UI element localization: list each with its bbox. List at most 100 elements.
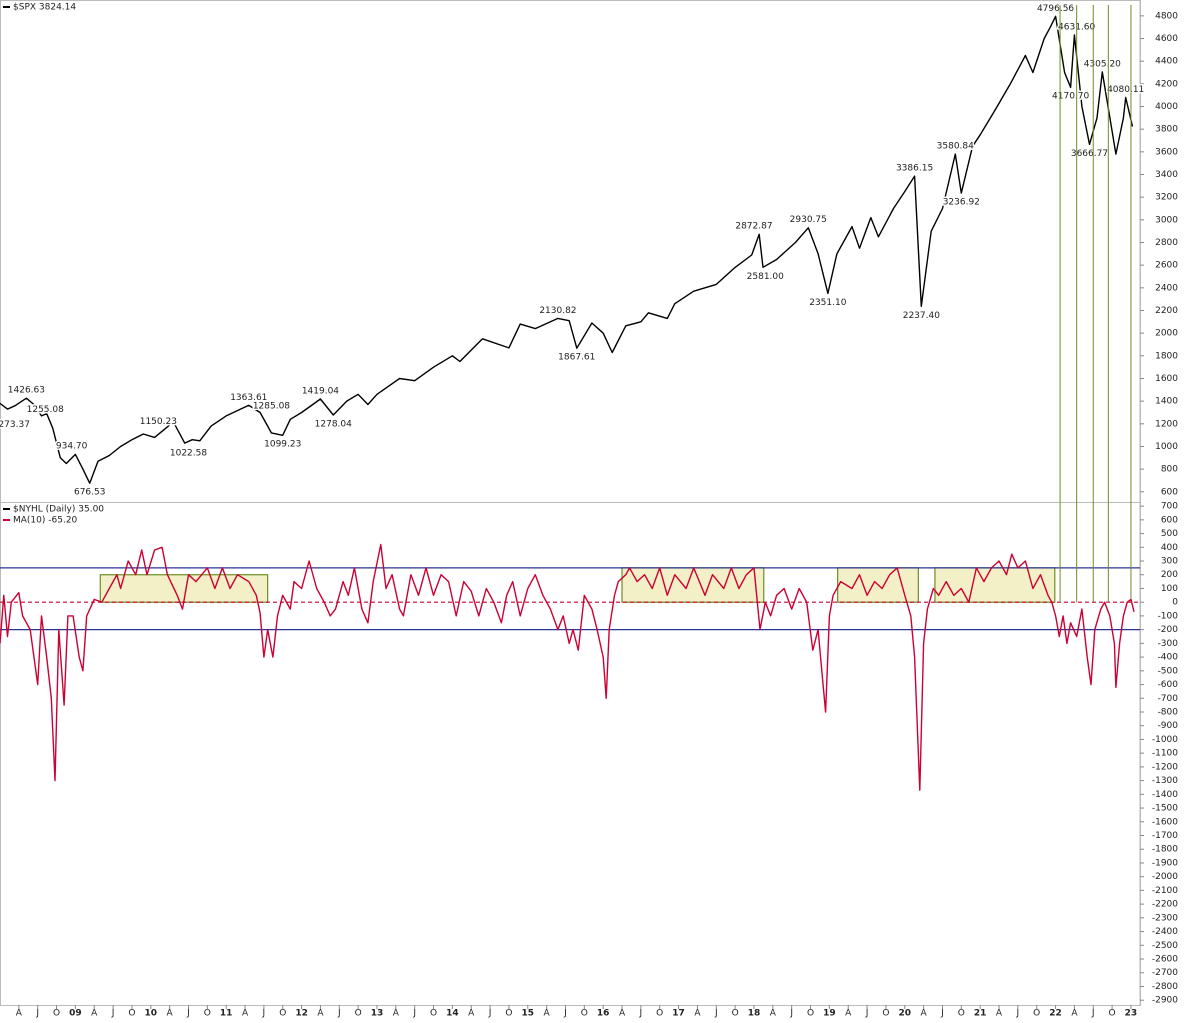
x-tick-label: A [921,1009,928,1019]
x-tick-label: A [996,1009,1003,1019]
y-tick-label: 1000 [1155,442,1178,452]
y-tick-label: 4000 [1155,102,1178,112]
y-tick-label: -1800 [1152,845,1178,855]
y-tick-label: 2400 [1155,283,1178,293]
price-label: 4080.11 [1107,85,1144,95]
price-label: 4796.56 [1037,4,1074,14]
y-tick-label: -2800 [1152,982,1178,992]
x-tick-label: A [619,1009,626,1019]
y-tick-label: 1600 [1155,374,1178,384]
price-label: 3580.84 [937,142,974,152]
price-label: 4305.20 [1084,59,1121,69]
x-tick-label: O [505,1009,512,1019]
x-tick-label: J [1091,1009,1095,1019]
x-tick-label: A [242,1009,249,1019]
price-label: 1285.08 [253,402,290,412]
x-tick-label: 18 [748,1009,761,1019]
y-tick-label: 4400 [1155,57,1178,67]
y-tick-label: 1200 [1155,419,1178,429]
highlight-box [934,567,1056,603]
price-label: 676.53 [74,488,106,498]
x-tick-label: J [35,1009,39,1019]
y-tick-label: 300 [1161,557,1178,567]
x-tick-label: O [430,1009,437,1019]
x-tick-label: A [167,1009,174,1019]
y-tick-label: -800 [1158,707,1179,717]
y-tick-label: -1300 [1152,776,1178,786]
y-tick-label: 600 [1161,487,1178,497]
y-tick-label: 100 [1161,584,1178,594]
y-tick-label: -300 [1158,639,1179,649]
price-label: 3236.92 [943,197,980,207]
price-label: 2130.82 [539,306,576,316]
x-tick-label: A [16,1009,23,1019]
y-tick-label: -2000 [1152,872,1178,882]
x-tick-label: J [262,1009,266,1019]
x-tick-label: A [317,1009,324,1019]
y-tick-label: 2600 [1155,261,1178,271]
price-label: 1255.08 [27,405,64,415]
y-tick-label: -200 [1158,625,1179,635]
x-tick-label: O [656,1009,663,1019]
x-tick-label: 17 [672,1009,685,1019]
x-tick-label: O [958,1009,965,1019]
y-tick-label: -500 [1158,666,1179,676]
x-tick-label: O [204,1009,211,1019]
y-tick-label: -2200 [1152,900,1178,910]
price-label: 1419.04 [302,386,339,396]
x-tick-label: J [412,1009,416,1019]
y-tick-label: -1900 [1152,858,1178,868]
price-label: 1278.04 [315,419,352,429]
x-tick-label: 12 [295,1009,308,1019]
highlight-box [621,567,765,603]
x-tick-label: O [53,1009,60,1019]
x-tick-label: J [714,1009,718,1019]
x-tick-label: O [1033,1009,1040,1019]
x-tick-label: A [845,1009,852,1019]
y-tick-label: 200 [1161,570,1178,580]
price-label: 1150.23 [140,417,177,427]
y-tick-label: 4600 [1155,34,1178,44]
y-tick-label: -2300 [1152,913,1178,923]
x-tick-label: 10 [145,1009,158,1019]
y-tick-label: -1200 [1152,762,1178,772]
y-tick-label: -2400 [1152,927,1178,937]
x-tick-label: O [355,1009,362,1019]
x-tick-label: O [279,1009,286,1019]
y-tick-label: 1400 [1155,397,1178,407]
legend-label: $SPX 3824.14 [13,3,76,13]
x-tick-label: 23 [1125,1009,1138,1019]
x-tick-label: A [544,1009,551,1019]
x-tick-label: 11 [220,1009,233,1019]
series-line [0,15,1134,484]
y-tick-label: -600 [1158,680,1179,690]
y-tick-label: 400 [1161,543,1178,553]
price-label: 2237.40 [903,311,940,321]
y-tick-label: -2500 [1152,941,1178,951]
y-tick-label: -1000 [1152,735,1178,745]
x-tick-label: 14 [446,1009,459,1019]
y-tick-label: 2800 [1155,238,1178,248]
x-tick-label: 19 [823,1009,836,1019]
price-label: 2351.10 [809,298,846,308]
y-tick-label: -1100 [1152,749,1178,759]
x-tick-label: 21 [974,1009,987,1019]
price-label: 2581.00 [747,272,784,282]
panel-title: $NYHL (Daily) 35.00 [13,505,104,515]
y-tick-label: 3600 [1155,147,1178,157]
x-tick-label: A [91,1009,98,1019]
y-tick-label: 700 [1161,502,1178,512]
y-tick-label: -2900 [1152,996,1178,1006]
x-tick-label: O [882,1009,889,1019]
panel-frame [0,0,1141,503]
price-label: 1426.63 [8,386,45,396]
y-tick-label: -1600 [1152,817,1178,827]
y-tick-label: -2700 [1152,968,1178,978]
y-tick-label: 4800 [1155,11,1178,21]
y-tick-label: -1400 [1152,790,1178,800]
x-tick-label: O [128,1009,135,1019]
y-tick-label: -2600 [1152,955,1178,965]
x-tick-label: O [807,1009,814,1019]
